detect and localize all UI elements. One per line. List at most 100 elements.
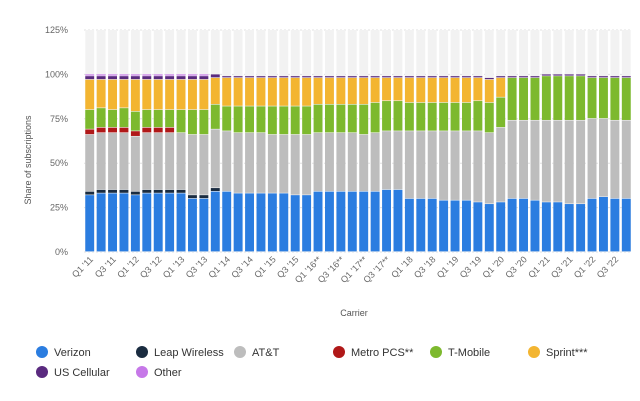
- bar-segment-at-t: [188, 134, 197, 195]
- x-tick-label: Q3 '20: [503, 254, 529, 280]
- bar-segment-verizon: [439, 200, 449, 252]
- bar-segment-t-mobile: [439, 102, 449, 131]
- bar-segment-us-cellular: [541, 74, 551, 76]
- legend-marker: [430, 346, 442, 358]
- bar-segment-verizon: [279, 193, 289, 252]
- bar-segment-verizon: [313, 191, 323, 252]
- y-tick-label: 0%: [55, 247, 68, 257]
- bar-segment-sprint-: [404, 77, 414, 103]
- bar-segment-t-mobile: [279, 106, 289, 135]
- bar-segment-at-t: [302, 134, 312, 195]
- bar-segment-us-cellular: [553, 74, 563, 76]
- grid-lines: [84, 29, 632, 253]
- bar-segment-us-cellular: [359, 76, 369, 78]
- bar-segment-verizon: [267, 193, 277, 252]
- bar-segment-at-t: [359, 134, 369, 192]
- bar-segment-verizon: [564, 204, 574, 252]
- bar-segment-sprint-: [290, 77, 300, 106]
- x-tick-label: Q1 '14: [206, 254, 232, 280]
- bar-segment-t-mobile: [233, 106, 243, 133]
- bar-segment-verizon: [153, 193, 163, 252]
- bar-segment-at-t: [336, 133, 346, 192]
- bar-segment-t-mobile: [359, 104, 369, 135]
- bar-segment-t-mobile: [393, 101, 403, 131]
- bar-segment-at-t: [142, 133, 152, 190]
- bar-segment-at-t: [416, 131, 426, 199]
- bar-segment-us-cellular: [347, 76, 357, 78]
- bar-segment-us-cellular: [290, 76, 300, 78]
- x-tick-label: Q3 '18: [412, 254, 438, 280]
- bar-segment-other: [119, 74, 129, 76]
- bar-segment-us-cellular: [313, 76, 323, 78]
- bar-segment-verizon: [302, 195, 312, 252]
- bar-segment-at-t: [210, 129, 220, 188]
- bar-segment-t-mobile: [427, 102, 437, 131]
- bar-segment-verizon: [256, 193, 266, 252]
- legend-label: US Cellular: [54, 367, 110, 379]
- bar-segment-us-cellular: [496, 76, 506, 78]
- bar-segment-t-mobile: [484, 102, 494, 133]
- legend-marker: [36, 346, 48, 358]
- bar-segment-sprint-: [484, 79, 494, 103]
- bar-segment-sprint-: [302, 77, 312, 106]
- bar-segment-t-mobile: [96, 108, 106, 128]
- y-tick-label: 50%: [50, 158, 68, 168]
- bar-segment-metro-pcs-: [108, 127, 117, 133]
- legend-label: Leap Wireless: [154, 347, 224, 359]
- bar-segment-t-mobile: [142, 109, 152, 128]
- bar-segment-us-cellular: [325, 76, 334, 78]
- x-tick-label: Q3 '11: [93, 254, 118, 279]
- bar-segment-sprint-: [279, 77, 289, 106]
- bar-segment-verizon: [108, 193, 117, 252]
- bar-segment-sprint-: [176, 79, 186, 110]
- x-tick-label: Q1 '18: [389, 254, 415, 280]
- bar-segment-us-cellular: [507, 76, 517, 78]
- bar-segment-us-cellular: [302, 76, 312, 78]
- bar-segment-sprint-: [267, 77, 277, 106]
- bar-segment-sprint-: [108, 79, 117, 110]
- bar-segment-us-cellular: [404, 76, 414, 78]
- bar-segment-at-t: [439, 131, 449, 200]
- bar-segment-sprint-: [359, 77, 369, 104]
- bar-segment-at-t: [541, 120, 551, 202]
- x-tick-label: Q3 '14: [229, 254, 255, 280]
- bar-segment-sprint-: [85, 79, 95, 110]
- bar-segment-t-mobile: [382, 101, 391, 131]
- bar-segment-t-mobile: [267, 106, 277, 135]
- bar-segment-t-mobile: [313, 104, 323, 133]
- bar-segment-verizon: [165, 193, 175, 252]
- bar-segment-sprint-: [256, 77, 266, 106]
- bar-segment-us-cellular: [530, 76, 540, 78]
- bar-segment-at-t: [553, 120, 563, 202]
- bar-segment-us-cellular: [188, 76, 197, 80]
- bar-segment-verizon: [496, 202, 506, 252]
- bar-segment-at-t: [313, 133, 323, 192]
- bar-segment-verizon: [393, 189, 403, 252]
- bar-segment-verizon: [507, 198, 517, 252]
- bar-segment-at-t: [267, 134, 277, 193]
- bar-segment-metro-pcs-: [85, 129, 95, 135]
- bar-segment-t-mobile: [222, 106, 232, 131]
- bar-segment-sprint-: [188, 79, 197, 110]
- bar-segment-t-mobile: [153, 109, 163, 128]
- bar-segment-at-t: [587, 118, 597, 199]
- x-tick-label: Q1 '20: [480, 254, 506, 280]
- bar-segment-t-mobile: [564, 76, 574, 120]
- bar-segment-verizon: [290, 195, 300, 252]
- bar-segment-sprint-: [462, 77, 471, 103]
- bar-segment-sprint-: [142, 79, 152, 110]
- legend-label: Verizon: [54, 347, 91, 359]
- bar-segment-t-mobile: [450, 102, 460, 131]
- bar-segment-at-t: [530, 120, 540, 200]
- bar-segment-verizon: [599, 196, 608, 252]
- bar-segment-t-mobile: [610, 77, 620, 120]
- bar-segment-sprint-: [427, 77, 437, 103]
- bar-segment-us-cellular: [610, 76, 620, 78]
- bar-segment-at-t: [256, 133, 266, 193]
- bar-segment-sprint-: [199, 79, 209, 110]
- bar-segment-sprint-: [450, 77, 460, 103]
- bar-segment-t-mobile: [245, 106, 254, 133]
- legend-marker: [136, 366, 148, 378]
- bar-segment-at-t: [96, 133, 106, 190]
